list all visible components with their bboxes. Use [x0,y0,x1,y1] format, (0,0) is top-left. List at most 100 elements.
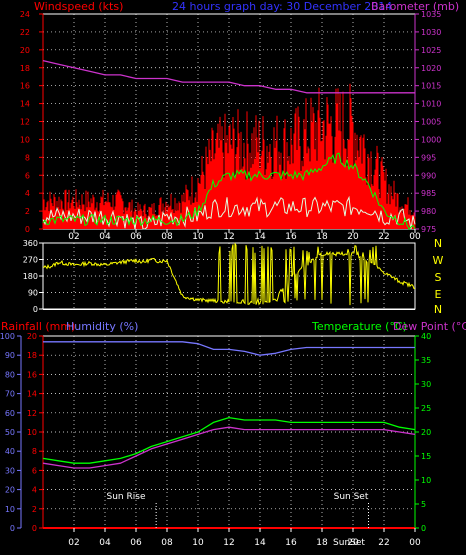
direction-axis: 0 90 180 270 360 [23,239,43,314]
y-tick-label: 10 [27,428,37,437]
compass-e: E [435,288,442,301]
y-tick-label: 90 [5,351,15,360]
y-tick-label: 10 [421,476,431,485]
y-tick-label: 1010 [421,100,441,109]
sun-annotations: Sun Rise Sun Set SunSet [107,492,369,548]
x-tick-label: 08 [161,538,173,548]
x-tick-label: 12 [223,232,234,242]
y-tick-label: 10 [20,135,30,144]
y-tick-label: 270 [23,256,38,265]
y-tick-label: 30 [421,380,431,389]
series-wind-direction [42,242,416,306]
y-tick-label: 6 [32,466,37,475]
y-tick-label: 30 [5,466,15,475]
y-tick-label: 985 [421,189,436,198]
x-tick-label: 22 [378,538,389,548]
series-windspeed [42,152,416,230]
y-tick-label: 40 [5,447,15,456]
y-tick-label: 2 [32,505,37,514]
y-tick-label: 1015 [421,82,441,91]
y-tick-label: 22 [20,28,30,37]
x-tick-label: 10 [192,232,204,242]
y-tick-label: 1005 [421,118,441,127]
humidity-axis-title: Humidity (%) [66,320,138,333]
series-wind-average [42,195,416,230]
x-tick-label: 08 [161,232,173,242]
y-tick-label: 1025 [421,46,441,55]
temperature-axis-title: Temperature (°C) [311,320,407,333]
series-barometer [42,59,415,94]
series-dewpoint [42,426,416,469]
dewpoint-axis-title: Dew Point (°C) [393,320,466,333]
x-tick-label: 20 [347,232,359,242]
y-tick-label: 975 [421,225,436,234]
wind-series [42,59,416,230]
sunset-time-label: SunSet [333,538,365,548]
y-tick-label: 1030 [421,28,441,37]
y-tick-label: 8 [25,153,30,162]
x-tick-label: 00 [409,232,421,242]
y-tick-label: 70 [5,390,15,399]
x-tick-label: 04 [99,232,111,242]
y-tick-label: 0 [33,305,38,314]
x-tick-label: 14 [254,538,266,548]
y-tick-label: 15 [421,452,431,461]
direction-series [42,242,416,310]
x-tick-label: 12 [223,538,234,548]
barometer-axis: 975 980 985 990 995 1000 1005 1010 1015 1020 1025 1… [414,10,441,234]
compass-s: S [435,271,442,284]
y-tick-label: 20 [421,428,431,437]
y-tick-label: 0 [25,225,30,234]
y-tick-label: 0 [421,524,426,533]
y-tick-label: 10 [5,505,15,514]
sunset-label: Sun Set [334,492,369,502]
compass-n-bottom: N [434,303,442,316]
y-tick-label: 1000 [421,135,441,144]
y-tick-label: 50 [5,428,15,437]
humidity-axis: 0 10 20 30 40 50 60 70 80 90 100 [0,332,22,533]
y-tick-label: 4 [25,189,30,198]
x-tick-label: 02 [68,538,79,548]
barometer-axis-title: Barometer (mb) [371,0,459,13]
y-tick-label: 995 [421,153,436,162]
chart-title: 24 hours graph day: 30 December 2014 [172,0,392,13]
y-tick-label: 2 [25,207,30,216]
x-tick-label: 06 [130,232,142,242]
windspeed-axis-title: Windspeed (kts) [34,0,123,13]
y-tick-label: 25 [421,404,431,413]
x-tick-label: 16 [285,232,297,242]
y-tick-label: 980 [421,207,436,216]
y-tick-label: 180 [23,272,38,281]
x-tick-label: 20 [347,538,359,548]
y-tick-label: 20 [20,46,30,55]
y-tick-label: 16 [27,370,37,379]
y-tick-label: 6 [25,171,30,180]
series-humidity [43,341,415,356]
compass-w: W [433,254,444,267]
y-tick-label: 80 [5,370,15,379]
climate-x-axis: 02 04 06 08 10 12 14 16 18 20 22 00 [68,528,421,548]
y-tick-label: 1020 [421,64,441,73]
temperature-axis: 0 5 10 15 20 25 30 35 40 [414,332,431,533]
y-tick-label: 14 [20,100,30,109]
x-tick-label: 10 [192,538,204,548]
direction-panel-grid [43,243,415,309]
y-tick-label: 990 [421,171,436,180]
y-tick-label: 90 [28,289,38,298]
y-tick-label: 100 [0,332,15,341]
y-tick-label: 16 [20,82,30,91]
climate-panel-grid [43,336,415,528]
x-tick-label: 16 [285,538,297,548]
y-tick-label: 360 [23,239,38,248]
y-tick-label: 60 [5,409,15,418]
y-tick-label: 40 [421,332,431,341]
x-tick-label: 18 [316,538,328,548]
compass-n-top: N [434,237,442,250]
y-tick-label: 5 [421,500,426,509]
y-tick-label: 12 [27,409,37,418]
y-tick-label: 4 [32,486,37,495]
x-tick-label: 00 [409,538,421,548]
y-tick-label: 20 [27,332,37,341]
y-tick-label: 0 [32,524,37,533]
